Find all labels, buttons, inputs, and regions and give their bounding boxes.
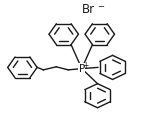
Text: P: P [79, 64, 85, 74]
Text: +: + [82, 61, 89, 70]
Text: −: − [97, 3, 104, 12]
Text: Br: Br [82, 3, 95, 16]
